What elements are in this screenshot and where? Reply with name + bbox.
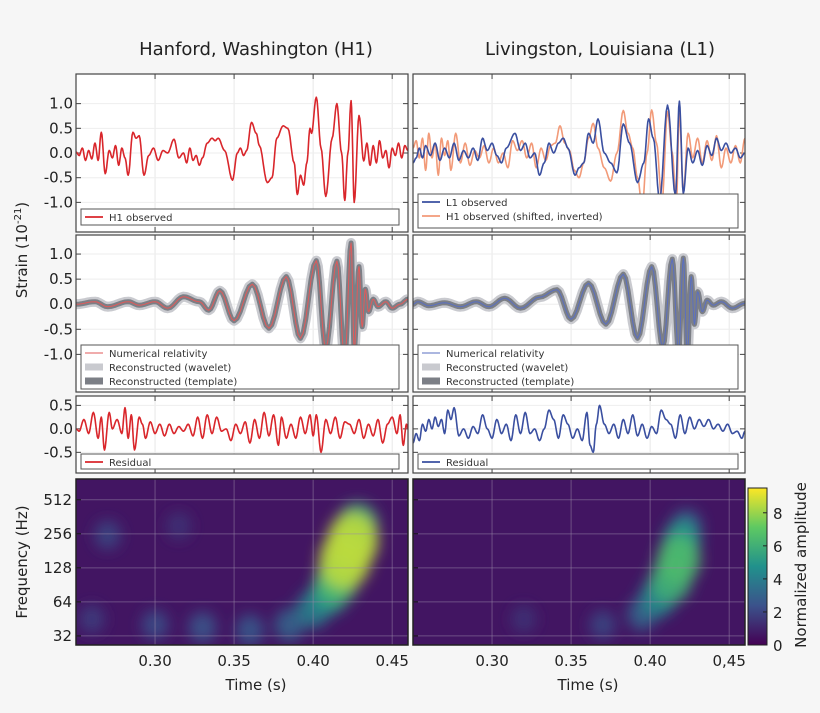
spectrogram-peak bbox=[656, 535, 701, 585]
x-tick-label: 0.35 bbox=[554, 652, 587, 670]
x-tick-label: 0.45 bbox=[375, 652, 408, 670]
spectrogram-peak bbox=[511, 605, 536, 633]
spectrogram-peak bbox=[235, 614, 265, 645]
colorbar-tick-label: 2 bbox=[773, 604, 783, 622]
colorbar-tick-label: 6 bbox=[773, 538, 783, 556]
legend-label: Numerical relativity bbox=[109, 349, 207, 360]
y-tick-label: 0.5 bbox=[49, 270, 73, 288]
legend-box bbox=[80, 208, 400, 226]
y-tick-label: 0.0 bbox=[49, 420, 73, 438]
h1-spectrogram-panel: 0.30 0.35 0.40 0.45 512 256 128 64 32 bbox=[43, 478, 409, 670]
time-axis-label-l1: Time (s) bbox=[557, 676, 619, 694]
l1-observed-panel: L1 observed H1 observed (shifted, inverte… bbox=[412, 73, 746, 233]
plot-frame bbox=[75, 478, 409, 646]
spectrogram-peak bbox=[589, 610, 616, 640]
spectrogram-peak bbox=[188, 611, 217, 643]
y-tick-label: 0.0 bbox=[49, 295, 73, 313]
legend-box bbox=[417, 453, 739, 470]
legend-label: Numerical relativity bbox=[446, 349, 544, 360]
series-line bbox=[76, 96, 408, 204]
colorbar-tick-label: 4 bbox=[773, 571, 783, 589]
y-tick-label: 64 bbox=[53, 593, 72, 611]
x-tick-label: 0.30 bbox=[138, 652, 171, 670]
spectrogram-image bbox=[76, 479, 408, 645]
h1-residual-panel: 0.5 0.0 -0.5 Residual bbox=[44, 395, 409, 474]
y-tick-label: 0.5 bbox=[49, 119, 73, 137]
legend-label: Residual bbox=[446, 458, 488, 469]
x-tick-label: 0.30 bbox=[475, 652, 508, 670]
plot-frame bbox=[75, 395, 409, 474]
series-line bbox=[76, 406, 408, 454]
colorbar-tick-label: 0 bbox=[773, 637, 783, 655]
legend-label: Reconstructed (wavelet) bbox=[446, 363, 568, 374]
colorbar: 0 2 4 6 8 bbox=[747, 487, 783, 655]
legend-label: H1 observed (shifted, inverted) bbox=[446, 212, 603, 223]
plot-frame bbox=[412, 73, 746, 233]
y-tick-label: -0.5 bbox=[44, 320, 73, 338]
series-line bbox=[413, 100, 745, 201]
y-tick-label: 1.0 bbox=[49, 245, 73, 263]
y-tick-label: -0.5 bbox=[44, 169, 73, 187]
y-tick-label: 1.0 bbox=[49, 95, 73, 113]
spectrogram-image bbox=[413, 479, 745, 645]
l1-spectrogram-panel: 0.30 0.35 0.40 0,45 bbox=[412, 478, 746, 670]
y-tick-label: 128 bbox=[43, 559, 72, 577]
series-line bbox=[413, 257, 745, 358]
colorbar-gradient bbox=[747, 487, 768, 646]
legend-label: H1 observed bbox=[109, 213, 172, 224]
legend-label: Reconstructed (template) bbox=[109, 377, 237, 388]
legend: H1 observed bbox=[80, 208, 400, 226]
plot-frame bbox=[412, 395, 746, 474]
x-tick-label: 0.40 bbox=[296, 652, 329, 670]
legend: Residual bbox=[417, 453, 739, 470]
plot-frame bbox=[75, 73, 409, 233]
y-tick-label: -1.0 bbox=[44, 345, 73, 363]
legend: Numerical relativity Reconstructed (wavel… bbox=[80, 344, 400, 390]
y-tick-label: 512 bbox=[43, 491, 72, 509]
legend-label: Reconstructed (wavelet) bbox=[109, 363, 231, 374]
l1-reconstructed-panel: Numerical relativity Reconstructed (wavel… bbox=[412, 234, 746, 393]
legend-label: Residual bbox=[109, 458, 151, 469]
legend-box bbox=[417, 344, 739, 390]
plot-frame bbox=[75, 234, 409, 393]
title-hanford: Hanford, Washington (H1) bbox=[139, 39, 373, 60]
spectrogram-peak bbox=[79, 605, 105, 634]
colorbar-tick-label: 8 bbox=[773, 505, 783, 523]
legend: L1 observed H1 observed (shifted, inverte… bbox=[417, 193, 739, 229]
legend-box bbox=[417, 193, 739, 229]
plot-frame bbox=[412, 478, 746, 646]
y-tick-label: 256 bbox=[43, 525, 72, 543]
y-tick-label: 32 bbox=[53, 627, 72, 645]
y-tick-label: 0.0 bbox=[49, 144, 73, 162]
spectrogram-peak bbox=[166, 512, 191, 540]
series-line bbox=[76, 242, 408, 360]
l1-residual-panel: Residual bbox=[412, 395, 746, 474]
spectrogram-peak bbox=[94, 520, 121, 550]
legend-box bbox=[80, 344, 400, 390]
time-axis-label-h1: Time (s) bbox=[225, 676, 287, 694]
y-tick-label: -0.5 bbox=[44, 443, 73, 461]
title-livingston: Livingston, Louisiana (L1) bbox=[485, 39, 715, 60]
spectrogram-peak bbox=[326, 512, 379, 570]
frequency-axis-label: Frequency (Hz) bbox=[13, 505, 31, 618]
legend-label: Reconstructed (template) bbox=[446, 377, 574, 388]
series-line bbox=[413, 404, 745, 454]
strain-axis-label: Strain (10-21) bbox=[13, 202, 31, 298]
spectrogram-peak bbox=[274, 608, 305, 642]
colorbar-label: Normalized amplitude bbox=[792, 482, 810, 648]
legend-box bbox=[80, 453, 400, 470]
y-tick-label: 0.5 bbox=[49, 396, 73, 414]
plot-frame bbox=[412, 234, 746, 393]
x-tick-label: 0,45 bbox=[712, 652, 745, 670]
legend: Residual bbox=[80, 453, 400, 470]
y-tick-label: -1.0 bbox=[44, 193, 73, 211]
legend: Numerical relativity Reconstructed (wavel… bbox=[417, 344, 739, 390]
h1-observed-panel: 1.0 0.5 0.0 -0.5 -1.0 H1 observed bbox=[44, 73, 409, 233]
legend-label: L1 observed bbox=[446, 198, 507, 209]
h1-reconstructed-panel: 1.0 0.5 0.0 -0.5 -1.0 Numerical relativity Rec… bbox=[44, 234, 409, 393]
x-tick-label: 0.35 bbox=[217, 652, 250, 670]
x-tick-label: 0.40 bbox=[633, 652, 666, 670]
